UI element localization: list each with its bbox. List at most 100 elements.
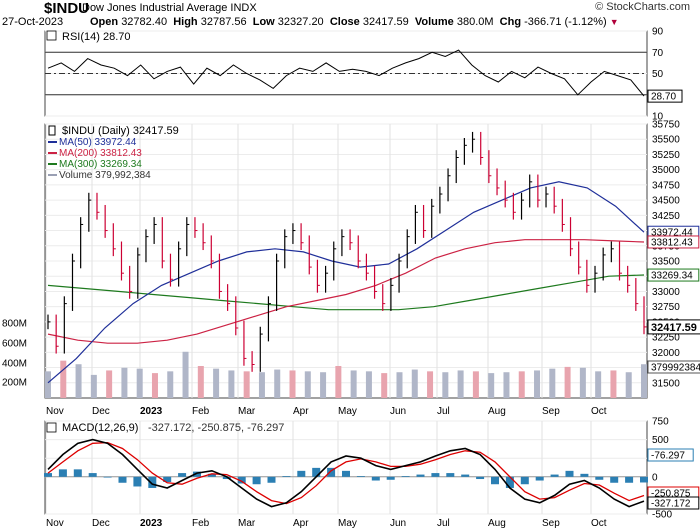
chart-header: $INDU Dow Jones Industrial Average INDX … [0, 0, 700, 30]
price-month-label: May [338, 406, 357, 417]
site-credit: © StockCharts.com [595, 1, 690, 13]
macd-histogram-bar [88, 473, 97, 477]
macd-histogram-bar [446, 473, 455, 477]
price-legend-item: Volume 379,992,384 [59, 170, 151, 181]
macd-histogram-bar [148, 476, 157, 488]
volume-tick-label: 800M [2, 319, 27, 330]
volume-bar [503, 372, 510, 398]
volume-bar [106, 370, 113, 398]
price-legend-swatch [48, 125, 56, 136]
macd-histogram-bar [237, 476, 246, 484]
macd-histogram-bar [312, 467, 321, 477]
macd-histogram-bar [625, 476, 634, 483]
ohlc-line: Open 32782.40 High 32787.56 Low 32327.20… [90, 16, 619, 29]
macd-histogram-bar [610, 476, 619, 483]
volume-bar [258, 372, 265, 398]
macd-month-label: May [338, 518, 357, 529]
volume-bar [182, 351, 189, 398]
volume-bar [304, 371, 311, 398]
ma200-last-value: 33812.43 [651, 237, 693, 248]
macd-histogram-bar [103, 476, 112, 478]
volume-bar [197, 366, 204, 398]
volume-bar [610, 370, 617, 398]
volume-bar [472, 371, 479, 398]
macd-legend-swatch [46, 422, 57, 433]
macd-histogram-bar [133, 476, 142, 487]
macd-last-value: -327.172 [651, 499, 691, 510]
macd-month-label: Sep [542, 518, 560, 529]
volume-bar [90, 374, 97, 398]
macd-last-value-box [647, 448, 694, 462]
volume-bar [381, 373, 388, 398]
low-value: 32327.20 [277, 16, 324, 28]
volume-bar [396, 372, 403, 398]
macd-histogram-bar [505, 476, 514, 488]
close-last-value: 32417.59 [651, 322, 697, 334]
price-legend-item: MA(300) 33269.34 [59, 159, 142, 170]
rsi-line [47, 49, 645, 97]
volume-bar [228, 370, 235, 398]
price-legend-item: MA(200) 33812.43 [59, 148, 142, 159]
macd-line [47, 438, 645, 508]
macd-histogram-bar [193, 471, 201, 477]
price-tick-label: 32750 [652, 302, 680, 313]
macd-histogram-bar [252, 476, 261, 485]
price-tick-label: 34500 [652, 196, 680, 207]
volume-bar [518, 371, 525, 398]
macd-tick-label: -500 [652, 510, 672, 521]
macd-month-label: Dec [92, 518, 110, 529]
macd-last-value-box [647, 496, 700, 510]
high-label: High [173, 16, 198, 28]
volume-last-value: 379992384 [651, 363, 700, 374]
macd-histogram-bar [640, 476, 648, 483]
price-month-label: Jun [390, 406, 406, 417]
open-value: 32782.40 [121, 16, 168, 28]
macd-histogram-bar [416, 474, 425, 477]
volume-bar [335, 366, 342, 398]
rsi-tick-label: 90 [652, 27, 664, 38]
macd-month-label: Aug [488, 518, 506, 529]
ma200-line [47, 239, 645, 344]
macd-histogram-bar [118, 476, 127, 483]
macd-histogram-bar [431, 473, 440, 477]
quote-date: 27-Oct-2023 [2, 16, 64, 28]
macd-histogram-bar [491, 476, 499, 485]
price-tick-label: 35500 [652, 135, 680, 146]
volume-label: Volume [414, 16, 454, 28]
macd-histogram-bar [267, 476, 276, 483]
close-label: Close [329, 16, 360, 28]
macd-histogram-bar [356, 476, 365, 477]
ma200-last-value-box [647, 235, 700, 249]
volume-bar [411, 369, 418, 398]
macd-month-label: Mar [238, 518, 256, 529]
macd-histogram-bar [386, 476, 395, 480]
macd-histogram-bar [163, 476, 172, 483]
macd-histogram-bar [595, 476, 604, 480]
macd-signal-line [47, 441, 645, 505]
price-month-label: Aug [488, 406, 506, 417]
macd-histogram-bar [371, 476, 380, 481]
volume-bar [641, 364, 647, 398]
ma50-last-value: 33972.44 [651, 228, 693, 239]
rsi-legend: RSI(14) 28.70 [62, 31, 130, 43]
volume-bar [136, 368, 143, 398]
macd-histogram-bar [461, 474, 470, 477]
low-label: Low [252, 16, 275, 28]
macd-histogram-bar [73, 469, 82, 477]
macd-legend-values: -327.172, -250.875, -76.297 [148, 422, 284, 434]
volume-bar [289, 370, 296, 398]
price-legend-item: MA(50) 33972.44 [59, 137, 137, 148]
rsi-last-value: 28.70 [651, 92, 676, 103]
price-month-label: Feb [192, 406, 210, 417]
macd-month-label: 2023 [140, 518, 163, 529]
symbol-title: $INDU [44, 0, 90, 17]
macd-histogram-bar [58, 469, 67, 477]
volume-last-value-box [647, 360, 700, 374]
volume-bar [625, 372, 632, 398]
down-arrow-icon: ▼ [609, 17, 619, 27]
close-last-value-box [647, 319, 700, 335]
macd-histogram-bar [342, 470, 350, 477]
macd-histogram-bar [565, 470, 574, 477]
volume-bar [457, 370, 464, 398]
